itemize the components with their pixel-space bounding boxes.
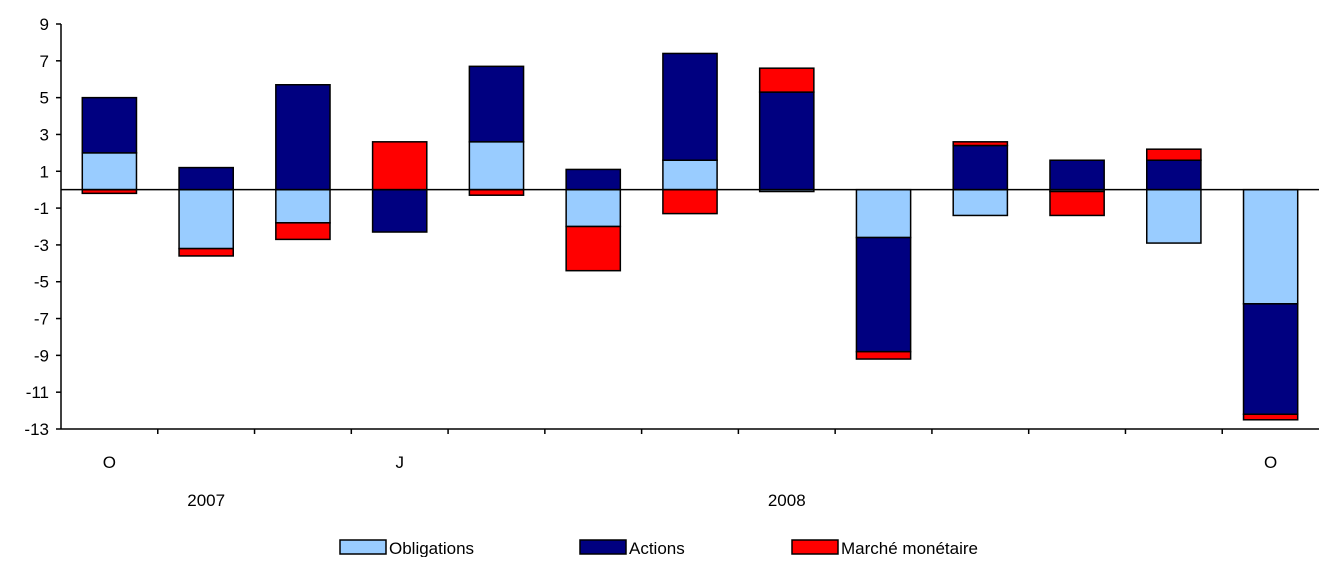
bar-3-10 [952,141,1009,147]
x-tick-label: J [395,453,404,472]
y-tick-label: 3 [40,125,49,144]
bar-2-5 [468,65,525,143]
bar-2-13 [1242,303,1299,416]
bar-3-6 [565,225,622,272]
bar-3-2 [178,247,234,257]
axes-layer [56,23,1319,434]
y-tick-label: -13 [24,420,49,439]
bar-2-9 [855,236,912,353]
bar-1-5 [468,141,525,191]
bar-3-5 [468,188,525,196]
bar-3-9 [855,350,912,360]
legend-swatch-2 [579,539,627,555]
bar-1-2 [178,188,234,250]
bar-3-12 [1146,148,1202,161]
y-tick-label: -7 [34,310,49,329]
y-tick-label: 5 [40,89,49,108]
year-label: 2007 [187,491,225,510]
bar-3-8 [758,67,815,93]
bar-2-10 [952,144,1009,191]
legend-label-2: Actions [629,539,685,557]
bar-2-3 [275,84,331,191]
bar-1-10 [952,188,1009,217]
year-label: 2008 [768,491,806,510]
bar-3-11 [1049,190,1105,217]
legend-label-3: Marché monétaire [841,539,978,557]
bars-layer [81,52,1299,421]
bar-3-13 [1242,413,1299,421]
bar-2-6 [565,168,622,191]
bar-1-6 [565,188,622,228]
y-tick-label: -11 [26,383,49,402]
bar-2-11 [1049,159,1105,191]
bar-2-1 [81,96,138,154]
y-tick-label: -3 [34,236,49,255]
y-tick-label: 7 [40,52,49,71]
legend-label-1: Obligations [389,539,474,557]
bar-1-1 [81,152,138,191]
bar-1-13 [1242,188,1299,305]
bar-3-7 [662,188,718,215]
bar-2-8 [758,91,815,191]
x-tick-label: O [103,453,116,472]
legend-swatch-3 [791,539,839,555]
y-tick-label: -9 [34,346,49,365]
bar-3-3 [275,222,331,241]
x-tick-label: O [1264,453,1277,472]
y-tick-label: 1 [40,162,49,181]
legend: Obligations Actions Marché monétaire [339,539,978,558]
y-tick-label: -5 [34,273,49,292]
bar-2-2 [178,166,234,191]
bar-3-4 [371,141,428,191]
bar-1-3 [275,188,331,224]
bar-2-4 [371,188,428,233]
bar-1-9 [855,188,912,239]
labels-layer: 9 7 5 3 1 -1 -3 -5 -7 -9 -11 -13 O J O 2007 2008 [24,15,1277,510]
bar-1-12 [1146,188,1202,244]
bar-2-7 [662,52,718,161]
y-tick-label: 9 [40,15,49,34]
legend-swatch-1 [339,539,387,555]
bar-2-12 [1146,159,1202,191]
bar-1-7 [662,159,718,191]
y-tick-label: -1 [34,199,49,218]
